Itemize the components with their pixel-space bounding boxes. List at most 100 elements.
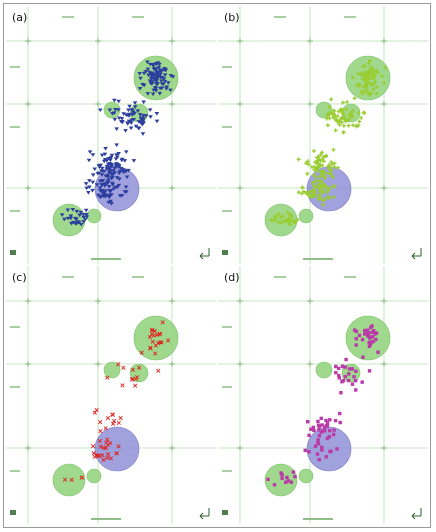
scatter-point	[84, 212, 89, 217]
scatter-point	[119, 117, 125, 121]
scatter-point	[70, 207, 76, 212]
scatter-point	[157, 340, 163, 345]
north-arrow-stroke	[411, 248, 422, 260]
scatter-point	[325, 421, 330, 425]
scatter-point	[110, 175, 115, 180]
grid-tick	[25, 101, 31, 107]
scatter-point	[286, 479, 290, 483]
scatter-point	[116, 362, 121, 367]
scatter-point	[106, 200, 112, 205]
green-circle	[103, 361, 121, 379]
scatter-point	[273, 215, 278, 220]
panel-label: (c)	[12, 271, 27, 284]
scatter-point	[361, 85, 366, 90]
scatter-point	[157, 331, 162, 336]
scatter-point	[106, 163, 111, 167]
scatter-point	[163, 68, 169, 73]
scatter-point	[111, 418, 117, 424]
scatter-point	[317, 188, 322, 193]
scatter-point	[311, 148, 316, 153]
scatter-point	[134, 375, 140, 380]
scatter-point	[307, 192, 312, 197]
scatter-point	[346, 378, 351, 383]
scatter-point	[114, 153, 119, 157]
scatter-point	[280, 473, 284, 477]
scatter-point	[123, 150, 129, 154]
scatter-point	[145, 60, 150, 65]
scatter-point	[147, 108, 153, 112]
scatter-point	[148, 345, 153, 350]
panel-d: (d)	[218, 266, 428, 524]
scatter-point	[130, 367, 136, 372]
scatter-point	[316, 441, 320, 445]
scatter-point	[285, 475, 289, 480]
scatter-point	[87, 150, 93, 154]
scatter-point	[307, 450, 311, 454]
scatter-point	[363, 83, 368, 88]
scatter-point	[314, 155, 319, 160]
scatter-point	[136, 365, 142, 370]
scatter-point	[106, 195, 112, 200]
scatter-point	[107, 108, 113, 113]
scatter-point	[362, 328, 367, 333]
scatter-point	[352, 96, 357, 101]
scatter-point	[97, 186, 103, 191]
scatter-point	[336, 366, 341, 371]
scatter-point	[165, 81, 171, 85]
scatter-point	[151, 64, 156, 68]
scatter-point	[87, 185, 92, 190]
scatter-point	[368, 325, 373, 330]
scatter-point	[106, 157, 111, 161]
scatter-point	[339, 120, 344, 125]
scatter-point	[339, 391, 343, 395]
scatter-point	[148, 81, 154, 86]
scatter-point	[138, 76, 143, 81]
scatter-point	[370, 330, 374, 334]
scatter-point	[332, 161, 337, 166]
scatter-point	[102, 192, 107, 197]
scatter-point	[158, 72, 163, 77]
scatter-point	[329, 160, 334, 165]
scatter-point	[334, 370, 338, 375]
scatter-point	[98, 429, 103, 434]
panel-background	[218, 266, 428, 524]
scatter-point	[332, 165, 337, 170]
scatter-point	[325, 123, 330, 128]
scatter-point	[129, 377, 135, 382]
graticule-label	[132, 276, 144, 278]
scatter-point	[317, 163, 322, 168]
scatter-point	[333, 418, 338, 423]
scatter-point	[354, 329, 359, 334]
green-circle	[264, 463, 298, 497]
scatter-point	[349, 114, 354, 119]
scatter-point	[315, 178, 320, 183]
scatter-point	[90, 173, 96, 177]
scatter-point	[137, 86, 143, 91]
scatter-point	[96, 171, 102, 176]
scatter-point	[317, 433, 322, 438]
scatter-point	[370, 82, 375, 87]
scatter-point	[358, 72, 363, 77]
scatter-point	[305, 191, 310, 196]
scatter-point	[154, 112, 160, 116]
scatter-point	[126, 119, 132, 124]
scatter-point	[364, 87, 369, 92]
scatter-point	[78, 222, 84, 227]
north-arrow-stroke	[199, 248, 210, 260]
scatter-point	[145, 67, 151, 72]
scatter-point	[317, 192, 322, 197]
scatter-point	[104, 159, 110, 163]
scatter-point	[69, 477, 74, 482]
scatter-point	[150, 339, 155, 344]
scatter-point	[354, 369, 358, 374]
graticule-label	[274, 16, 286, 18]
scatter-point	[104, 180, 110, 185]
scatter-point	[367, 344, 372, 349]
scatter-point	[296, 190, 301, 195]
scatter-point	[308, 189, 313, 194]
graticule-label	[91, 518, 121, 520]
scatter-point	[59, 213, 65, 217]
scatter-point	[116, 420, 121, 426]
scatter-point	[110, 412, 115, 417]
scatter-point	[339, 116, 344, 121]
